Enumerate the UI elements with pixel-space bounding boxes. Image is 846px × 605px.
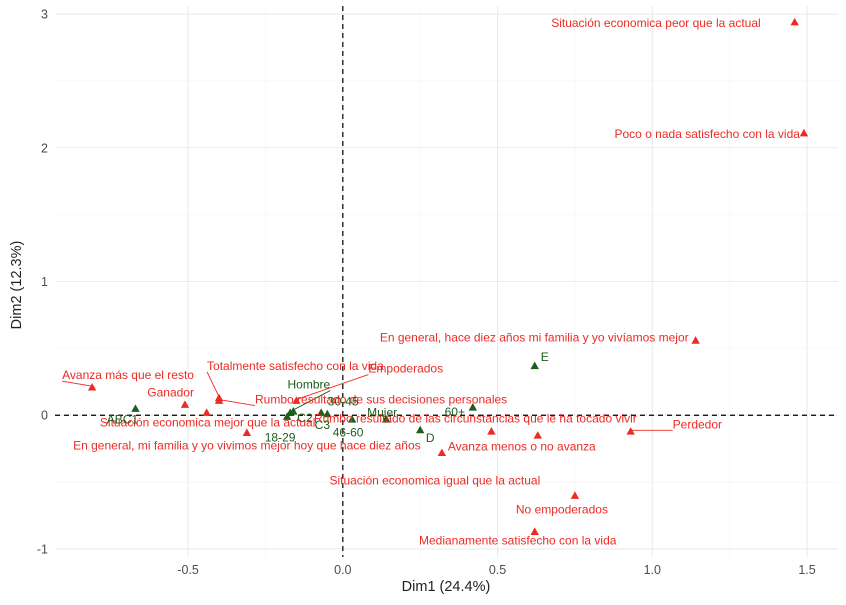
x-tick-label: 1.0: [644, 563, 661, 577]
point-label: Perdedor: [673, 417, 722, 431]
label-connector-line: [206, 371, 220, 398]
green-triangle-point: [289, 407, 298, 415]
y-tick-label: 2: [41, 141, 48, 155]
red-triangle-point: [626, 427, 635, 435]
red-triangle-point: [533, 431, 542, 439]
label-connector-line: [296, 374, 369, 400]
red-triangle-point: [530, 527, 539, 535]
x-tick-label: 1.5: [798, 563, 815, 577]
point-labels: Situación economica peor que la actual Po…: [62, 16, 800, 548]
green-triangle-point: [316, 408, 326, 416]
red-triangle-point: [691, 336, 700, 344]
green-triangle-point: [131, 404, 140, 412]
y-axis-ticks: -1 0 1 2 3: [37, 8, 48, 557]
point-label: Situación economica peor que la actual: [551, 16, 760, 30]
point-label: En general, hace diez años mi familia y …: [380, 330, 689, 344]
red-triangle-point: [180, 400, 190, 408]
y-axis-title: Dim2 (12.3%): [9, 241, 25, 330]
red-triangle-point: [437, 448, 447, 457]
y-tick-label: 0: [41, 409, 48, 423]
point-label: Poco o nada satisfecho con la vida: [614, 127, 800, 141]
point-label: Rumbo resultado de sus decisiones person…: [255, 393, 507, 407]
x-tick-label: -0.5: [177, 563, 199, 577]
green-triangle-point: [530, 361, 539, 370]
point-label: Avanza más que el resto: [62, 368, 194, 382]
data-points: [87, 17, 809, 535]
point-label: D: [426, 431, 435, 445]
point-label: Rumbo resultado de las circunstancias qu…: [314, 411, 637, 425]
y-tick-label: 3: [41, 8, 48, 22]
point-label: No empoderados: [516, 502, 608, 516]
green-triangle-point: [282, 412, 292, 420]
x-tick-label: 0.0: [334, 563, 351, 577]
y-tick-label: -1: [37, 542, 48, 556]
point-label: En general, mi familia y yo vivimos mejo…: [73, 439, 421, 453]
x-axis-title: Dim1 (24.4%): [402, 579, 491, 595]
point-label: C2: [297, 411, 313, 425]
point-label: Hombre: [288, 378, 331, 392]
red-triangle-point: [214, 396, 224, 404]
red-triangle-point: [570, 491, 580, 499]
point-label: Ganador: [147, 386, 194, 400]
red-triangle-point: [799, 128, 809, 137]
point-label: 60+: [445, 405, 465, 419]
point-label: Avanza menos o no avanza: [448, 439, 596, 453]
label-connector-line: [218, 399, 256, 406]
green-triangle-point: [347, 415, 357, 423]
label-connector-line: [62, 380, 93, 387]
red-triangle-point: [487, 427, 496, 435]
point-label: Situación economica mejor que la actual: [100, 416, 315, 430]
green-triangle-point: [415, 425, 425, 434]
red-triangle-point: [790, 17, 799, 26]
point-label: 18-29: [265, 431, 296, 445]
point-label: Medianamente satisfecho con la vida: [419, 534, 617, 548]
red-triangle-point: [87, 382, 97, 391]
green-triangle-point: [323, 409, 332, 418]
point-label: 46-60: [333, 425, 364, 439]
green-triangle-point: [468, 403, 478, 411]
x-axis-ticks: -0.5 0.0 0.5 1.0 1.5: [177, 563, 815, 577]
red-triangle-point: [202, 408, 211, 416]
point-label: 30-45: [328, 395, 359, 409]
red-triangle-point: [242, 428, 252, 436]
point-label: E: [541, 350, 549, 364]
point-label: C3: [315, 418, 331, 432]
green-triangle-point: [381, 415, 391, 423]
point-label: Situación economica igual que la actual: [329, 474, 540, 488]
label-connectors: [62, 371, 673, 431]
point-label: Totalmente satisfecho con la vida: [207, 359, 384, 373]
reference-lines: [55, 6, 838, 557]
x-tick-label: 0.5: [489, 563, 506, 577]
point-label: Empoderados: [368, 362, 443, 376]
red-triangle-point: [292, 396, 301, 404]
point-label: Mujer: [367, 405, 397, 419]
label-connector-line: [290, 390, 331, 412]
y-tick-label: 1: [41, 275, 48, 289]
point-label: ABC1: [107, 413, 139, 427]
